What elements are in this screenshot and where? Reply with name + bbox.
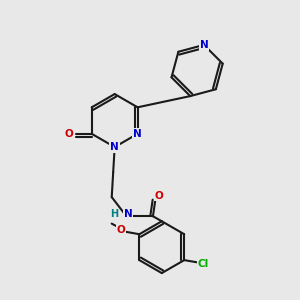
Text: N: N [110, 142, 119, 152]
Text: Cl: Cl [197, 259, 209, 269]
Text: N: N [200, 40, 208, 50]
Text: H: H [110, 209, 118, 219]
Text: O: O [154, 190, 163, 201]
Text: N: N [124, 209, 132, 219]
Text: O: O [116, 225, 125, 235]
Text: N: N [133, 129, 142, 139]
Text: O: O [65, 129, 74, 139]
